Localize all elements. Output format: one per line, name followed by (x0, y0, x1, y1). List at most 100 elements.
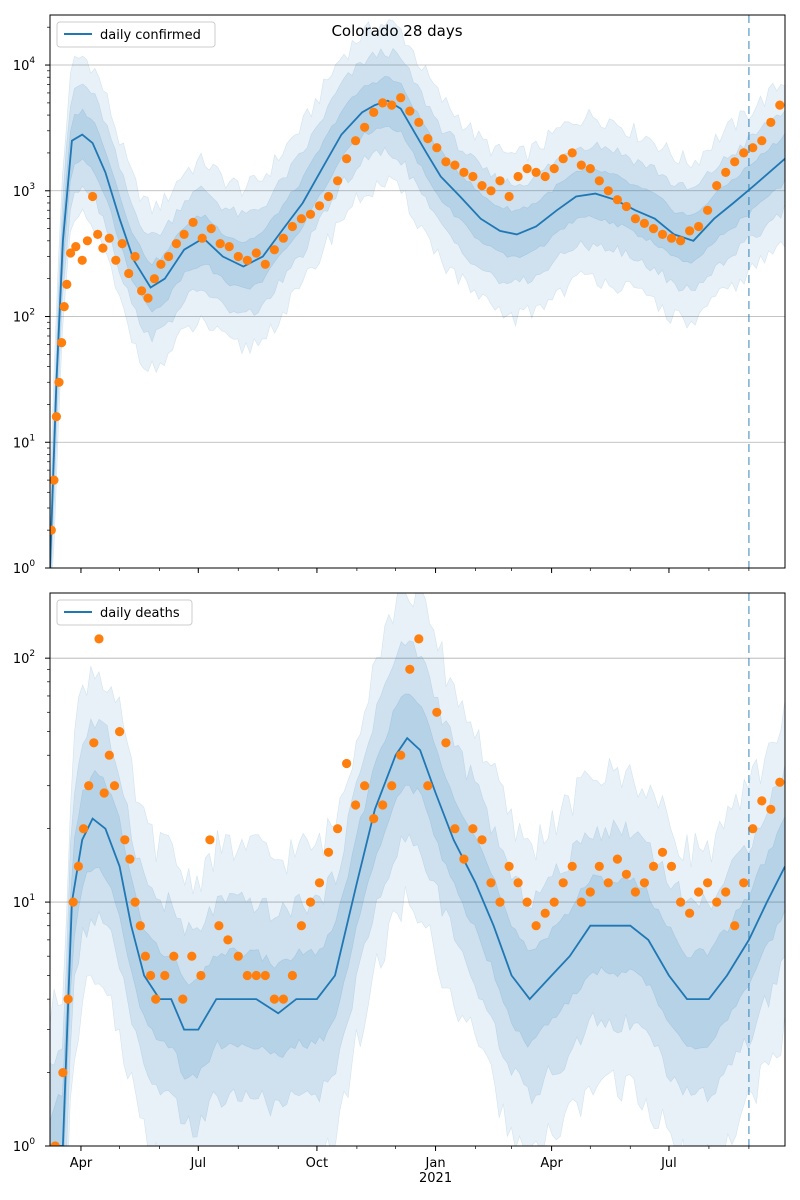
confirmed-data-point (594, 176, 604, 186)
confirmed-data-point (567, 148, 577, 158)
confirmed-data-point (296, 214, 306, 224)
deaths-points (50, 634, 785, 1146)
deaths-data-point (766, 804, 776, 814)
deaths-grid (50, 657, 785, 903)
confirmed-data-point (342, 154, 352, 164)
confirmed-x-ticks (80, 568, 750, 573)
deaths-data-point (360, 781, 370, 791)
deaths-data-point (196, 970, 206, 981)
confirmed-legend-label: daily confirmed (100, 28, 201, 43)
deaths-data-point (305, 897, 316, 907)
confirmed-data-point (468, 171, 478, 182)
confirmed-data-point (603, 186, 613, 196)
deaths-data-point (757, 796, 767, 806)
confirmed-data-point (50, 475, 59, 485)
deaths-data-point (522, 897, 532, 907)
deaths-data-point (223, 935, 233, 945)
confirmed-data-point (405, 106, 415, 116)
deaths-data-point (730, 921, 740, 931)
confirmed-confidence-band (50, 76, 785, 568)
confirmed-data-point (171, 239, 181, 249)
confirmed-data-point (495, 176, 505, 186)
deaths-ytick-base: 10 (13, 896, 30, 911)
confirmed-ytick-label: 101 (13, 433, 35, 451)
deaths-data-point (540, 908, 550, 918)
confirmed-data-point (51, 412, 62, 422)
confirmed-data-point (88, 191, 98, 202)
confirmed-data-point (378, 98, 388, 108)
confirmed-data-point (585, 164, 595, 174)
confirmed-data-point (233, 251, 243, 262)
confirmed-data-point (666, 233, 677, 243)
deaths-data-point (187, 951, 197, 961)
deaths-data-point (89, 738, 99, 748)
confirmed-data-point (323, 191, 334, 202)
deaths-data-point (396, 750, 406, 760)
deaths-xtick-label: Jul (660, 1156, 677, 1171)
confirmed-data-point (77, 255, 87, 265)
confirmed-axes-frame (49, 14, 786, 569)
confirmed-data-point (522, 164, 532, 174)
confirmed-ytick-base: 10 (13, 185, 30, 200)
deaths-data-point (251, 970, 261, 981)
deaths-data-point (214, 921, 224, 931)
confirmed-data-point (549, 164, 559, 174)
deaths-confidence-band (50, 593, 785, 1146)
confirmed-ytick-base: 10 (13, 436, 30, 451)
confirmed-data-point (486, 186, 496, 196)
confirmed-data-point (703, 205, 713, 215)
confirmed-grid (50, 64, 785, 443)
confirmed-data-point (639, 218, 650, 228)
confirmed-ytick-exp: 3 (29, 182, 35, 192)
confirmed-data-point (57, 338, 67, 348)
deaths-data-point (423, 781, 433, 791)
deaths-data-point (78, 824, 89, 834)
deaths-data-point (99, 788, 109, 798)
deaths-legend-label: daily deaths (100, 606, 180, 621)
deaths-bands (50, 593, 785, 1146)
deaths-data-point (639, 878, 650, 888)
deaths-data-point (84, 781, 94, 791)
deaths-ytick-label: 102 (13, 649, 35, 667)
deaths-xtick-label: Apr (70, 1156, 93, 1171)
confirmed-data-point (630, 214, 641, 224)
confirmed-data-point (59, 302, 69, 312)
deaths-axes-frame (49, 592, 786, 1147)
deaths-data-point (721, 887, 731, 897)
deaths-series (56, 736, 785, 1146)
confirmed-ytick-exp: 1 (29, 433, 35, 443)
deaths-legend: daily deaths (56, 599, 193, 626)
deaths-ytick-exp: 2 (29, 649, 35, 659)
confirmed-data-point (124, 268, 134, 279)
deaths-data-point (269, 994, 279, 1004)
deaths-data-point (576, 897, 586, 907)
confirmed-bands (50, 19, 785, 568)
deaths-data-point (287, 970, 297, 981)
confirmed-data-point (694, 221, 704, 232)
deaths-data-point (378, 800, 388, 810)
deaths-data-point (151, 994, 161, 1004)
confirmed-data-point (676, 236, 686, 246)
deaths-ytick-base: 10 (13, 652, 30, 667)
confirmed-data-point (441, 157, 451, 167)
deaths-data-point (441, 738, 451, 748)
confirmed-data-point (260, 259, 270, 269)
confirmed-data-point (269, 245, 279, 255)
confirmed-data-point (278, 233, 288, 243)
deaths-data-point (676, 897, 686, 907)
confirmed-data-point (685, 226, 695, 236)
confirmed-data-point (351, 136, 361, 146)
deaths-data-point (104, 750, 114, 760)
x-year-label: 2021 (419, 1171, 452, 1186)
deaths-ytick-label: 100 (13, 1137, 36, 1155)
confirmed-ytick-exp: 0 (29, 559, 35, 569)
deaths-data-point (130, 897, 140, 907)
deaths-data-point (739, 878, 749, 888)
confirmed-data-point (414, 117, 424, 127)
confirmed-data-point (104, 233, 114, 243)
confirmed-data-point (50, 525, 56, 535)
confirmed-data-point (117, 239, 127, 249)
deaths-data-point (58, 1068, 68, 1078)
